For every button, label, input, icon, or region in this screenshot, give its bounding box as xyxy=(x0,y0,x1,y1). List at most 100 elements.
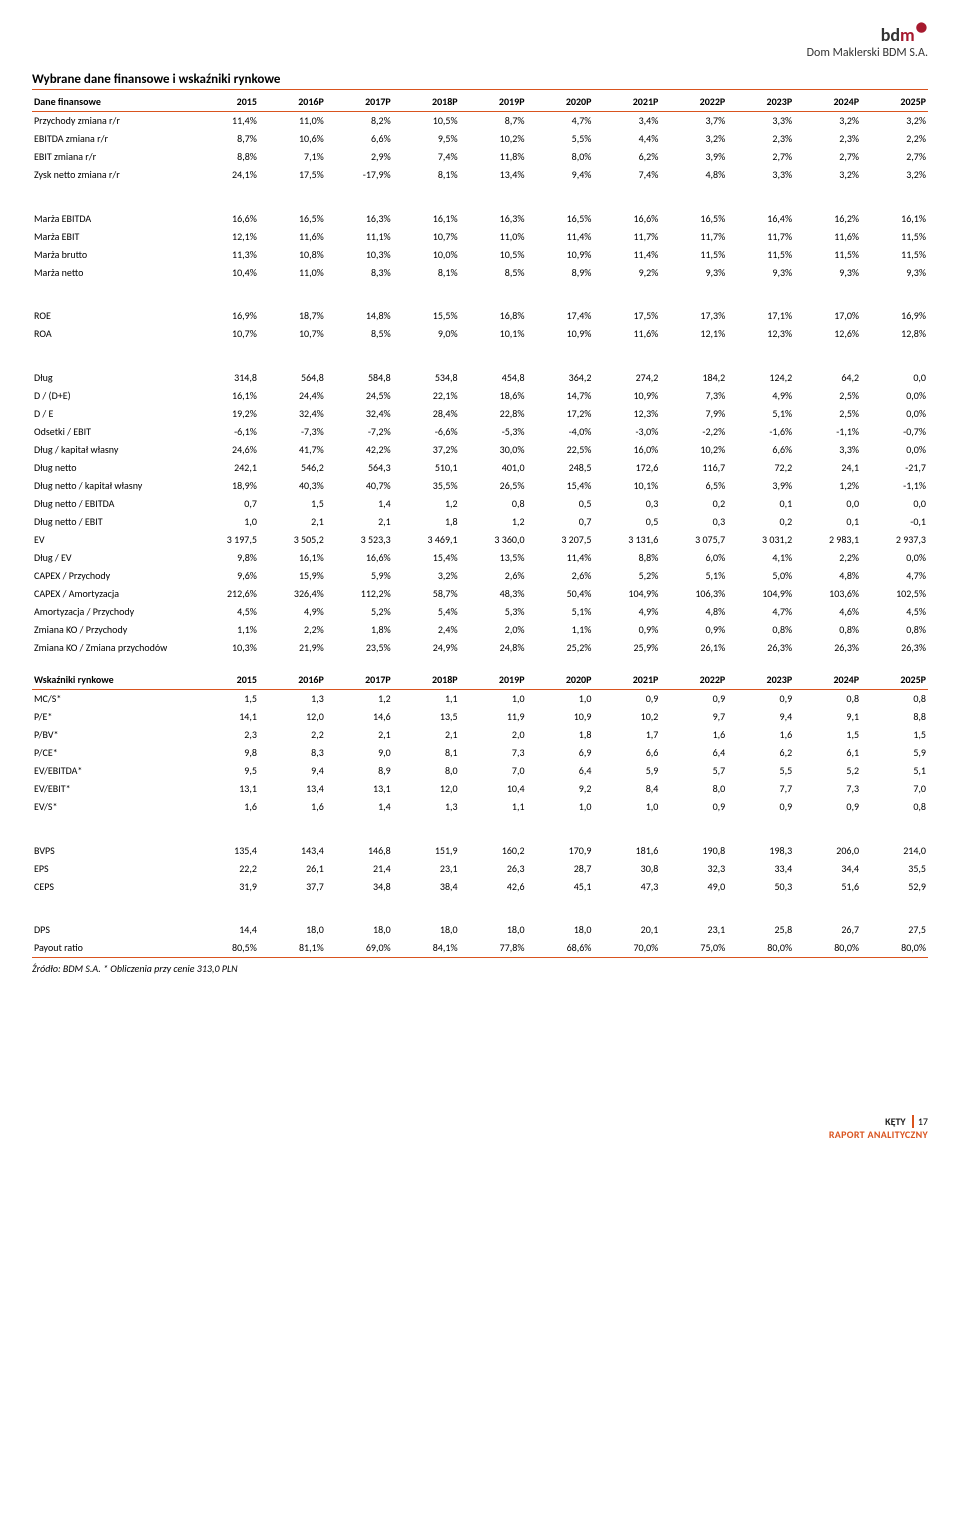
cell: 11,6% xyxy=(593,325,660,343)
cell: 10,2% xyxy=(660,440,727,458)
cell: 28,7 xyxy=(527,859,594,877)
cell: 4,8% xyxy=(660,602,727,620)
row-label: ROA xyxy=(32,325,192,343)
year-col: 2018P xyxy=(393,670,460,689)
cell: 401,0 xyxy=(460,458,527,476)
cell: 19,2% xyxy=(192,404,259,422)
financial-table: Dane finansowe 2015 2016P 2017P 2018P 20… xyxy=(32,92,928,656)
cell: -3,0% xyxy=(593,422,660,440)
cell: 6,4 xyxy=(660,744,727,762)
cell: 6,9 xyxy=(527,744,594,762)
cell: 7,9% xyxy=(660,404,727,422)
cell: 13,1 xyxy=(192,780,259,798)
cell: 4,4% xyxy=(593,130,660,148)
cell: 184,2 xyxy=(660,368,727,386)
cell: 22,2 xyxy=(192,859,259,877)
cell: 1,0 xyxy=(527,689,594,708)
source-note: Źródło: BDM S.A. * Obliczenia przy cenie… xyxy=(32,962,928,975)
cell: 3 505,2 xyxy=(259,530,326,548)
cell: 1,8 xyxy=(527,726,594,744)
cell: 80,0% xyxy=(794,939,861,958)
cell: 160,2 xyxy=(460,841,527,859)
cell: 10,6% xyxy=(259,130,326,148)
cell: 13,1 xyxy=(326,780,393,798)
cell: 214,0 xyxy=(861,841,928,859)
header-logo: bdm● Dom Maklerski BDM S.A. xyxy=(32,24,928,60)
cell: 50,4% xyxy=(527,584,594,602)
cell: 11,5% xyxy=(794,245,861,263)
cell: 2,7% xyxy=(727,148,794,166)
cell: 2,0 xyxy=(460,726,527,744)
cell: 18,0 xyxy=(326,921,393,939)
cell: 2,1 xyxy=(259,512,326,530)
table-row: Marża netto10,4%11,0%8,3%8,1%8,5%8,9%9,2… xyxy=(32,263,928,281)
cell: 34,4 xyxy=(794,859,861,877)
cell: 45,1 xyxy=(527,877,594,895)
row-label: Marża EBIT xyxy=(32,227,192,245)
cell: 2,2% xyxy=(259,620,326,638)
logo-dot-icon: ● xyxy=(915,13,928,40)
cell: -2,2% xyxy=(660,422,727,440)
cell: 30,0% xyxy=(460,440,527,458)
cell: 3 469,1 xyxy=(393,530,460,548)
cell: 9,5 xyxy=(192,762,259,780)
row-label: P/CE* xyxy=(32,744,192,762)
cell: 10,4% xyxy=(192,263,259,281)
cell: 1,2% xyxy=(794,476,861,494)
row-label: Odsetki / EBIT xyxy=(32,422,192,440)
cell: 42,2% xyxy=(326,440,393,458)
cell: 2,7% xyxy=(861,148,928,166)
gap-row xyxy=(32,816,928,842)
cell: 1,6 xyxy=(259,798,326,816)
cell: 11,8% xyxy=(460,148,527,166)
cell: 5,2% xyxy=(326,602,393,620)
cell: -7,2% xyxy=(326,422,393,440)
cell: 0,9 xyxy=(727,689,794,708)
cell: 5,4% xyxy=(393,602,460,620)
cell: 4,5% xyxy=(192,602,259,620)
market-header-label: Wskaźniki rynkowe xyxy=(32,670,192,689)
cell: 8,2% xyxy=(326,111,393,130)
cell: 9,7 xyxy=(660,708,727,726)
cell: 5,9 xyxy=(861,744,928,762)
cell: 1,7 xyxy=(593,726,660,744)
cell: 35,5 xyxy=(861,859,928,877)
cell: 16,6% xyxy=(593,209,660,227)
market-header-row: Wskaźniki rynkowe 2015 2016P 2017P 2018P… xyxy=(32,670,928,689)
cell: 25,8 xyxy=(727,921,794,939)
cell: 16,3% xyxy=(326,209,393,227)
cell: 564,3 xyxy=(326,458,393,476)
cell: 49,0 xyxy=(660,877,727,895)
cell: 5,1% xyxy=(660,566,727,584)
financial-header-label: Dane finansowe xyxy=(32,92,192,111)
table-row: P/E*14,112,014,613,511,910,910,29,79,49,… xyxy=(32,708,928,726)
cell: 3,9% xyxy=(660,148,727,166)
cell: 72,2 xyxy=(727,458,794,476)
cell: 38,4 xyxy=(393,877,460,895)
cell: 2,6% xyxy=(460,566,527,584)
cell: 10,7% xyxy=(393,227,460,245)
cell: 6,2 xyxy=(727,744,794,762)
cell: 0,0 xyxy=(861,494,928,512)
cell: 31,9 xyxy=(192,877,259,895)
cell: 534,8 xyxy=(393,368,460,386)
row-label: Zmiana KO / Przychody xyxy=(32,620,192,638)
cell: 9,2 xyxy=(527,780,594,798)
cell: -1,1% xyxy=(794,422,861,440)
table-row: EV/EBIT*13,113,413,112,010,49,28,48,07,7… xyxy=(32,780,928,798)
cell: 17,2% xyxy=(527,404,594,422)
cell: 546,2 xyxy=(259,458,326,476)
cell: 3,3% xyxy=(727,111,794,130)
cell: 10,3% xyxy=(192,638,259,656)
cell: 11,0% xyxy=(259,263,326,281)
cell: 2,4% xyxy=(393,620,460,638)
cell: 1,8 xyxy=(393,512,460,530)
cell: 2 983,1 xyxy=(794,530,861,548)
cell: 10,2 xyxy=(593,708,660,726)
cell: 22,1% xyxy=(393,386,460,404)
cell: 170,9 xyxy=(527,841,594,859)
cell: 9,3% xyxy=(660,263,727,281)
cell: 7,4% xyxy=(593,166,660,184)
cell: 16,1% xyxy=(393,209,460,227)
cell: 6,2% xyxy=(593,148,660,166)
